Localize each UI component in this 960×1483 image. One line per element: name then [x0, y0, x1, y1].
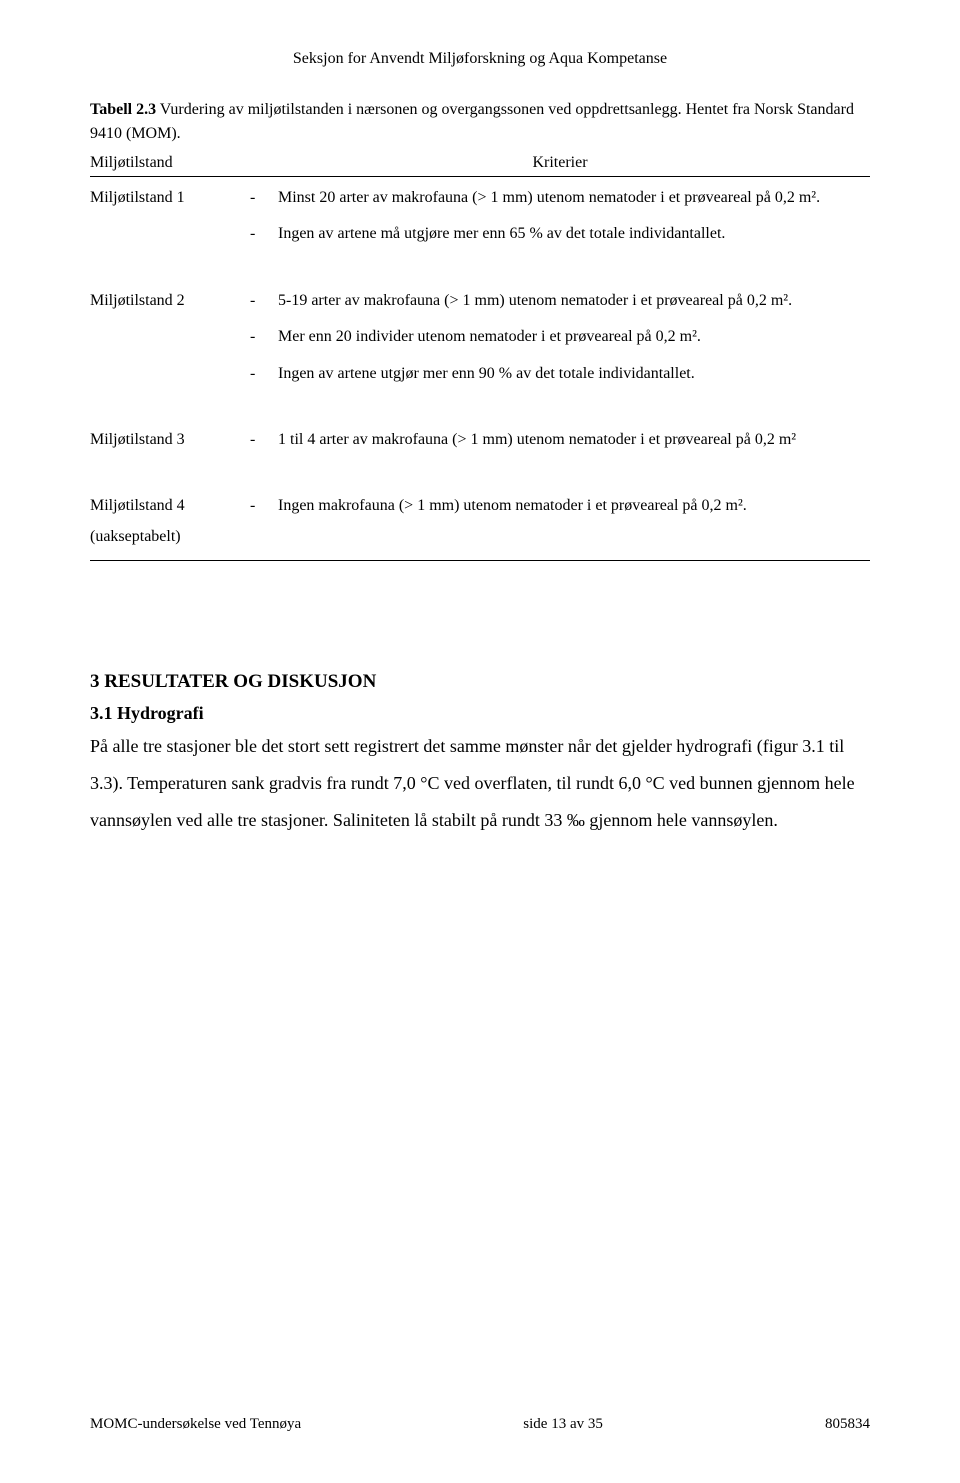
subsection-heading: 3.1 Hydrografi — [90, 703, 870, 724]
row-text — [278, 522, 870, 552]
table-row: (uakseptabelt) — [90, 522, 870, 552]
row-text: Mer enn 20 individer utenom nematoder i … — [278, 322, 870, 352]
table-row: - Mer enn 20 individer utenom nematoder … — [90, 322, 870, 352]
page-footer: MOMC-undersøkelse ved Tennøya side 13 av… — [90, 1416, 870, 1433]
row-text: Ingen av artene utgjør mer enn 90 % av d… — [278, 359, 870, 389]
table-row: Miljøtilstand 4 - Ingen makrofauna (> 1 … — [90, 491, 870, 521]
body-paragraph: På alle tre stasjoner ble det stort sett… — [90, 728, 870, 839]
row-bullet: - — [250, 183, 278, 213]
row-text: Minst 20 arter av makrofauna (> 1 mm) ut… — [278, 183, 870, 213]
row-text: Ingen makrofauna (> 1 mm) utenom nematod… — [278, 491, 870, 521]
col-header-2: Kriterier — [250, 154, 870, 172]
row-bullet: - — [250, 491, 278, 521]
row-label: Miljøtilstand 1 — [90, 183, 250, 213]
row-label: Miljøtilstand 4 — [90, 491, 250, 521]
table-row: - Ingen av artene utgjør mer enn 90 % av… — [90, 359, 870, 389]
row-bullet: - — [250, 322, 278, 352]
row-bullet: - — [250, 286, 278, 316]
row-label: (uakseptabelt) — [90, 522, 250, 552]
criteria-table: Miljøtilstand Kriterier Miljøtilstand 1 … — [90, 154, 870, 561]
section-heading: 3 RESULTATER OG DISKUSJON — [90, 671, 870, 693]
table-header-row: Miljøtilstand Kriterier — [90, 154, 870, 177]
page-header: Seksjon for Anvendt Miljøforskning og Aq… — [90, 50, 870, 68]
caption-label: Tabell 2.3 — [90, 101, 156, 118]
row-text: 5-19 arter av makrofauna (> 1 mm) utenom… — [278, 286, 870, 316]
row-label: Miljøtilstand 2 — [90, 286, 250, 316]
row-label — [90, 359, 250, 389]
row-text: 1 til 4 arter av makrofauna (> 1 mm) ute… — [278, 425, 870, 455]
row-bullet: - — [250, 359, 278, 389]
row-bullet: - — [250, 425, 278, 455]
row-bullet — [250, 522, 278, 552]
row-label — [90, 219, 250, 249]
row-label — [90, 322, 250, 352]
footer-right: 805834 — [825, 1416, 870, 1433]
table-row: Miljøtilstand 3 - 1 til 4 arter av makro… — [90, 425, 870, 455]
table-caption: Tabell 2.3 Vurdering av miljøtilstanden … — [90, 98, 870, 146]
table-row: - Ingen av artene må utgjøre mer enn 65 … — [90, 219, 870, 249]
row-label: Miljøtilstand 3 — [90, 425, 250, 455]
table-row: Miljøtilstand 2 - 5-19 arter av makrofau… — [90, 286, 870, 316]
row-bullet: - — [250, 219, 278, 249]
footer-left: MOMC-undersøkelse ved Tennøya — [90, 1416, 301, 1433]
footer-center: side 13 av 35 — [523, 1416, 603, 1433]
table-bottom-rule — [90, 560, 870, 561]
caption-text: Vurdering av miljøtilstanden i nærsonen … — [90, 101, 854, 142]
table-row: Miljøtilstand 1 - Minst 20 arter av makr… — [90, 183, 870, 213]
col-header-1: Miljøtilstand — [90, 154, 250, 172]
row-text: Ingen av artene må utgjøre mer enn 65 % … — [278, 219, 870, 249]
